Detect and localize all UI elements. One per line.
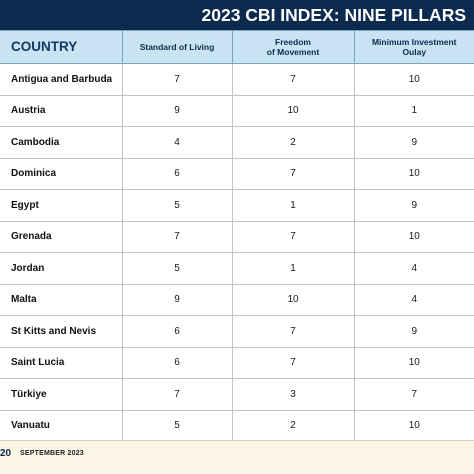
- standard-of-living-cell: 5: [121, 189, 233, 222]
- standard-of-living-cell: 9: [121, 283, 233, 316]
- column-header-standard-of-living: Standard of Living: [121, 30, 233, 64]
- country-cell: Jordan: [0, 252, 123, 285]
- table-row: Grenada 7 7 10: [0, 220, 474, 253]
- table-row: Vanuatu 5 2 10: [0, 409, 474, 442]
- minimum-investment-cell: 7: [353, 378, 474, 411]
- freedom-of-movement-cell: 7: [231, 63, 355, 96]
- country-cell: Dominica: [0, 157, 123, 190]
- minimum-investment-cell: 10: [353, 409, 474, 442]
- freedom-of-movement-cell: 1: [231, 189, 355, 222]
- standard-of-living-cell: 5: [121, 252, 233, 285]
- table-row: Saint Lucia 6 7 10: [0, 346, 474, 379]
- standard-of-living-cell: 9: [121, 94, 233, 127]
- freedom-of-movement-cell: 2: [231, 409, 355, 442]
- standard-of-living-cell: 7: [121, 63, 233, 96]
- standard-of-living-cell: 6: [121, 157, 233, 190]
- table-row: Cambodia 4 2 9: [0, 126, 474, 159]
- freedom-of-movement-cell: 10: [231, 283, 355, 316]
- country-cell: Austria: [0, 94, 123, 127]
- country-cell: Egypt: [0, 189, 123, 222]
- minimum-investment-cell: 9: [353, 315, 474, 348]
- minimum-investment-cell: 10: [353, 157, 474, 190]
- country-cell: St Kitts and Nevis: [0, 315, 123, 348]
- table-row: St Kitts and Nevis 6 7 9: [0, 315, 474, 348]
- table-row: Türkiye 7 3 7: [0, 378, 474, 411]
- table-row: Austria 9 10 1: [0, 94, 474, 127]
- freedom-of-movement-cell: 2: [231, 126, 355, 159]
- table-header-row: COUNTRY Standard of Living Freedom of Mo…: [0, 30, 474, 64]
- column-header-minimum-investment: Minimum Investment Oulay: [353, 30, 474, 64]
- minimum-investment-cell: 4: [353, 283, 474, 316]
- country-cell: Malta: [0, 283, 123, 316]
- column-header-freedom-of-movement: Freedom of Movement: [231, 30, 355, 64]
- table-row: Dominica 6 7 10: [0, 157, 474, 190]
- freedom-of-movement-cell: 10: [231, 94, 355, 127]
- minimum-investment-cell: 10: [353, 63, 474, 96]
- minimum-investment-cell: 1: [353, 94, 474, 127]
- freedom-of-movement-cell: 3: [231, 378, 355, 411]
- standard-of-living-cell: 5: [121, 409, 233, 442]
- country-cell: Cambodia: [0, 126, 123, 159]
- country-cell: Vanuatu: [0, 409, 123, 442]
- freedom-of-movement-cell: 7: [231, 157, 355, 190]
- freedom-of-movement-cell: 7: [231, 220, 355, 253]
- minimum-investment-cell: 9: [353, 189, 474, 222]
- page-footer: 20 SEPTEMBER 2023: [0, 440, 474, 474]
- table-row: Antigua and Barbuda 7 7 10: [0, 63, 474, 96]
- column-header-minimum-investment-text: Minimum Investment Oulay: [371, 37, 457, 57]
- standard-of-living-cell: 7: [121, 220, 233, 253]
- cbi-pillars-table: COUNTRY Standard of Living Freedom of Mo…: [0, 30, 474, 442]
- standard-of-living-cell: 6: [121, 346, 233, 379]
- country-cell: Türkiye: [0, 378, 123, 411]
- freedom-of-movement-cell: 7: [231, 346, 355, 379]
- country-cell: Grenada: [0, 220, 123, 253]
- column-header-freedom-of-movement-text: Freedom of Movement: [266, 37, 320, 57]
- freedom-of-movement-cell: 1: [231, 252, 355, 285]
- minimum-investment-cell: 4: [353, 252, 474, 285]
- table-row: Egypt 5 1 9: [0, 189, 474, 222]
- issue-date: SEPTEMBER 2023: [20, 450, 84, 457]
- column-header-country: COUNTRY: [0, 30, 123, 64]
- table-row: Jordan 5 1 4: [0, 252, 474, 285]
- page-title: 2023 CBI INDEX: NINE PILLARS: [0, 0, 474, 30]
- standard-of-living-cell: 6: [121, 315, 233, 348]
- freedom-of-movement-cell: 7: [231, 315, 355, 348]
- standard-of-living-cell: 4: [121, 126, 233, 159]
- minimum-investment-cell: 9: [353, 126, 474, 159]
- minimum-investment-cell: 10: [353, 220, 474, 253]
- country-cell: Saint Lucia: [0, 346, 123, 379]
- country-cell: Antigua and Barbuda: [0, 63, 123, 96]
- page-number: 20: [0, 448, 12, 459]
- minimum-investment-cell: 10: [353, 346, 474, 379]
- standard-of-living-cell: 7: [121, 378, 233, 411]
- table-row: Malta 9 10 4: [0, 283, 474, 316]
